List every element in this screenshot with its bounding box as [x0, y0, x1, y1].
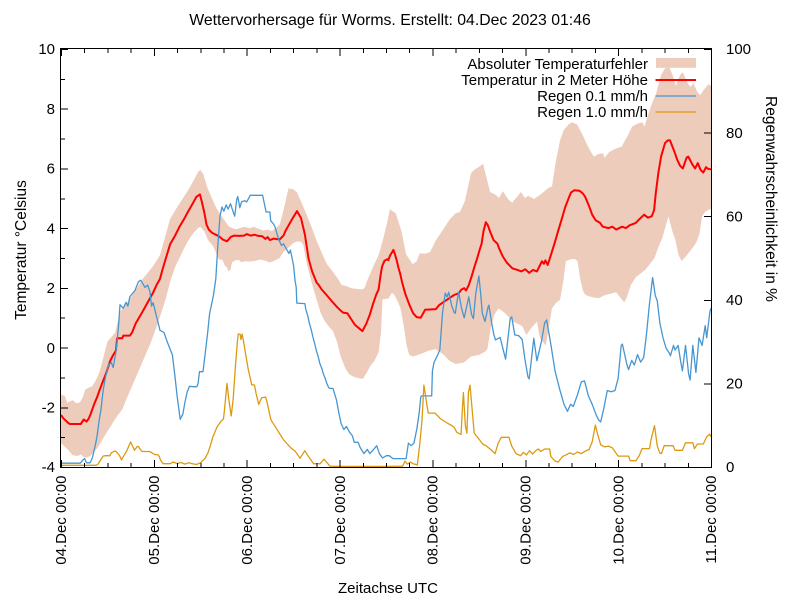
svg-text:06.Dec 00:00: 06.Dec 00:00 — [239, 476, 256, 565]
svg-text:Regenwahrscheinlichkeit in %: Regenwahrscheinlichkeit in % — [762, 96, 779, 302]
svg-text:0: 0 — [726, 459, 734, 476]
svg-text:20: 20 — [726, 376, 743, 393]
svg-text:Regen 1.0 mm/h: Regen 1.0 mm/h — [537, 104, 648, 121]
svg-text:Regen 0.1 mm/h: Regen 0.1 mm/h — [537, 88, 648, 105]
svg-text:Temperatur in 2 Meter Höhe: Temperatur in 2 Meter Höhe — [461, 72, 648, 89]
svg-text:Temperatur °Celsius: Temperatur °Celsius — [13, 180, 30, 320]
svg-text:40: 40 — [726, 292, 743, 309]
svg-text:09.Dec 00:00: 09.Dec 00:00 — [518, 476, 535, 565]
svg-text:8: 8 — [47, 101, 55, 118]
svg-text:2: 2 — [47, 280, 55, 297]
svg-text:80: 80 — [726, 125, 743, 142]
svg-text:10.Dec 00:00: 10.Dec 00:00 — [610, 476, 627, 565]
svg-text:0: 0 — [47, 340, 55, 357]
svg-text:08.Dec 00:00: 08.Dec 00:00 — [425, 476, 442, 565]
svg-text:6: 6 — [47, 161, 55, 178]
svg-text:07.Dec 00:00: 07.Dec 00:00 — [332, 476, 349, 565]
svg-text:-4: -4 — [42, 459, 55, 476]
svg-text:11.Dec 00:00: 11.Dec 00:00 — [703, 476, 720, 564]
svg-text:Absoluter Temperaturfehler: Absoluter Temperaturfehler — [467, 56, 648, 73]
svg-text:04.Dec 00:00: 04.Dec 00:00 — [53, 476, 70, 565]
svg-text:-2: -2 — [42, 400, 55, 417]
svg-text:05.Dec 00:00: 05.Dec 00:00 — [146, 476, 163, 565]
svg-text:60: 60 — [726, 208, 743, 225]
svg-text:Zeitachse UTC: Zeitachse UTC — [338, 580, 438, 597]
svg-text:100: 100 — [726, 41, 751, 58]
svg-text:4: 4 — [47, 220, 55, 237]
svg-text:Wettervorhersage für Worms. Er: Wettervorhersage für Worms. Erstellt: 04… — [189, 12, 591, 29]
svg-text:10: 10 — [38, 41, 55, 58]
